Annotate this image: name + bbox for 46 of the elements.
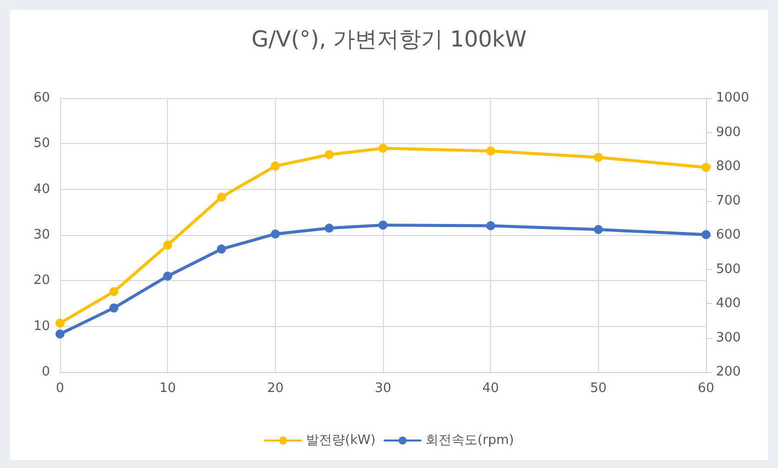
y2-tick-label: 500	[716, 262, 741, 277]
legend-label: 회전속도(rpm)	[426, 433, 514, 448]
y-tick-label: 50	[33, 136, 50, 152]
point	[217, 244, 226, 254]
y-tick-label: 60	[33, 90, 50, 106]
x-tick-label: 0	[56, 381, 64, 396]
y-tick-label: 20	[33, 273, 50, 288]
y2-tick-label: 300	[716, 330, 741, 346]
point	[324, 224, 334, 233]
point	[56, 329, 64, 338]
legend-label: 발전량(kW)	[306, 433, 376, 448]
x-tick-label: 60	[698, 381, 714, 396]
chart-title: G/V(°), 가변저항기 100kW	[251, 28, 527, 52]
point	[324, 150, 334, 160]
point	[270, 162, 280, 171]
point	[378, 144, 388, 153]
point	[163, 240, 172, 250]
x-tick-label: 30	[374, 381, 392, 396]
point	[109, 287, 118, 296]
point	[594, 225, 603, 234]
point	[217, 192, 226, 202]
point	[56, 318, 64, 328]
y2-tick-label: 400	[716, 296, 741, 311]
y2-tick-label: 700	[716, 193, 741, 208]
x-tick-label: 40	[482, 381, 499, 396]
x-tick-label: 10	[159, 381, 176, 396]
y-tick-label: 30	[33, 228, 50, 242]
y2-tick-label: 1000	[716, 90, 750, 106]
point	[163, 272, 172, 281]
y2-tick-label: 200	[716, 364, 741, 380]
y-tick-label: 10	[33, 318, 50, 334]
y2-tick-label: 800	[716, 159, 741, 174]
point	[378, 220, 388, 230]
y2-tick-label: 900	[716, 124, 741, 140]
point	[109, 303, 118, 312]
x-tick-label: 50	[590, 381, 607, 396]
y-tick-label: 0	[42, 364, 50, 380]
point	[486, 146, 496, 156]
point	[702, 230, 710, 240]
point	[486, 221, 496, 230]
point	[702, 162, 710, 172]
y2-tick-label: 600	[716, 228, 741, 242]
y-tick-label: 40	[33, 182, 50, 197]
x-tick-label: 20	[267, 381, 284, 396]
point	[594, 152, 603, 162]
point	[270, 229, 280, 238]
